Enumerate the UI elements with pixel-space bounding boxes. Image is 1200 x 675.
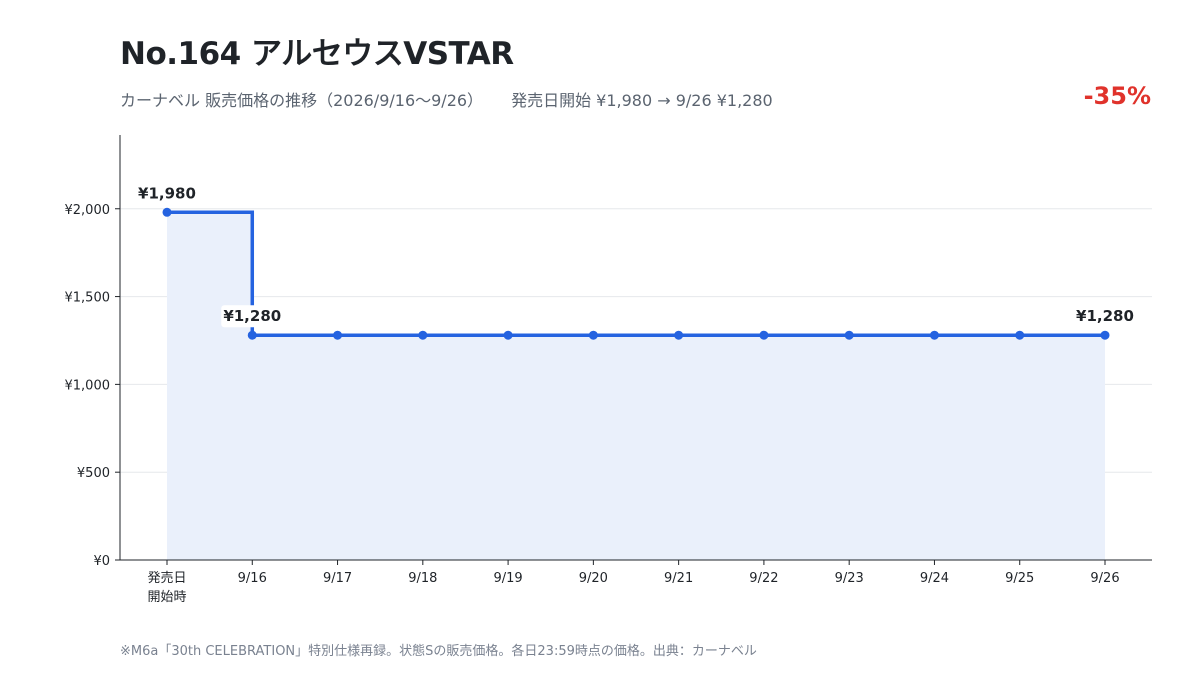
data-label: ¥1,280 — [223, 307, 281, 325]
point-layer — [162, 207, 1110, 340]
price-change-badge: -35% — [1083, 82, 1151, 110]
data-point — [1015, 330, 1025, 340]
data-point — [844, 330, 854, 340]
y-tick-label: ¥1,000 — [65, 378, 111, 393]
data-point — [588, 330, 598, 340]
y-tick-label: ¥0 — [93, 554, 110, 569]
data-label: ¥1,280 — [1076, 307, 1134, 325]
x-tick-label: 9/18 — [408, 571, 437, 586]
y-tick-label: ¥2,000 — [65, 203, 111, 218]
data-label: ¥1,980 — [138, 184, 196, 202]
subtitle: カーナベル 販売価格の推移（2026/9/16〜9/26） 発売日開始 ¥1,98… — [120, 87, 773, 111]
series-line — [167, 210, 1105, 337]
x-tick-label: 9/22 — [749, 571, 778, 586]
data-point — [759, 330, 769, 340]
data-label-bg — [136, 182, 198, 205]
data-point — [929, 330, 939, 340]
data-point — [418, 330, 428, 340]
series-area — [167, 212, 1105, 561]
line-layer — [167, 210, 1105, 337]
axis-layer — [115, 135, 1152, 565]
x-tick-label: 9/21 — [664, 571, 693, 586]
subtitle-summary: 発売日開始 ¥1,980 → 9/26 ¥1,280 — [511, 91, 773, 110]
x-tick-label: 9/26 — [1090, 571, 1119, 586]
data-point — [333, 330, 343, 340]
x-tick-label: 9/20 — [579, 571, 608, 586]
x-tick-label: 9/24 — [920, 571, 949, 586]
y-tick-label: ¥500 — [77, 466, 110, 481]
tick-layer: ¥0 ¥500 ¥1,000 ¥1,500 ¥2,000 発売日開始時 9/16 9/17 9/… — [65, 203, 1120, 605]
label-layer: ¥1,980 ¥1,280 ¥1,280 — [136, 182, 1136, 328]
data-point — [674, 330, 684, 340]
x-tick-label: 9/19 — [493, 571, 522, 586]
data-label-bg — [1074, 305, 1136, 328]
data-point — [247, 330, 257, 340]
footnote: ※M6a「30th CELEBRATION」特別仕様再録。状態Sの販売価格。各日… — [120, 644, 757, 659]
x-tick-label: 9/16 — [238, 571, 267, 586]
area-layer — [167, 212, 1105, 561]
data-label-bg — [221, 305, 284, 328]
page-title: No.164 アルセウスVSTAR — [120, 36, 514, 72]
data-point — [162, 207, 172, 217]
x-tick-label: 9/25 — [1005, 571, 1034, 586]
x-tick-label: 9/23 — [835, 571, 864, 586]
x-tick-label: 9/17 — [323, 571, 352, 586]
subtitle-period: カーナベル 販売価格の推移（2026/9/16〜9/26） — [120, 91, 484, 110]
data-point — [1100, 330, 1110, 340]
x-tick-label: 発売日開始時 — [147, 570, 186, 605]
y-tick-label: ¥1,500 — [65, 291, 111, 306]
data-point — [503, 330, 513, 340]
